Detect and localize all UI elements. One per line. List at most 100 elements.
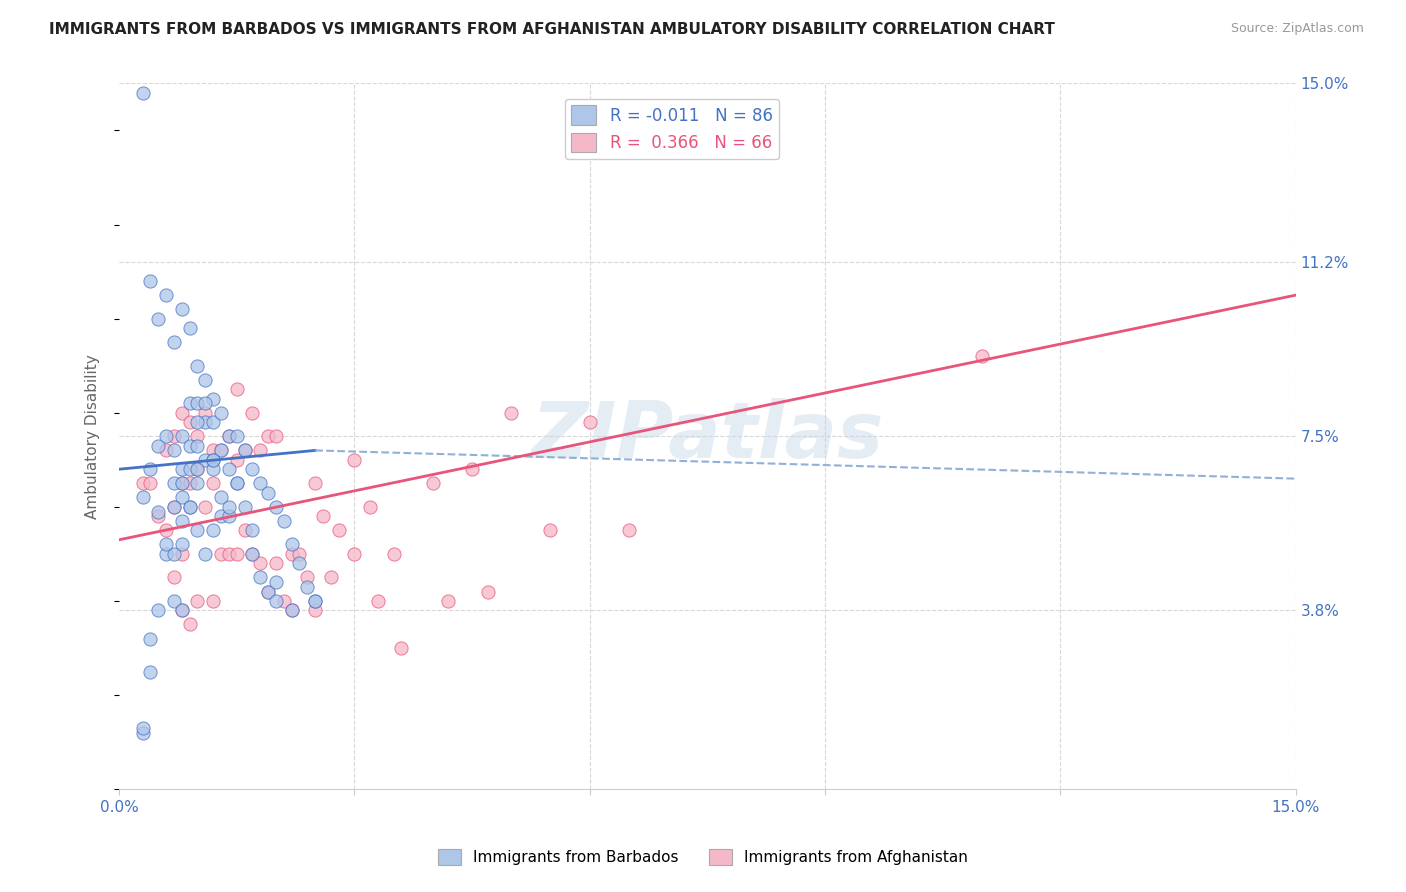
Point: [163, 570, 186, 584]
Text: IMMIGRANTS FROM BARBADOS VS IMMIGRANTS FROM AFGHANISTAN AMBULATORY DISABILITY CO: IMMIGRANTS FROM BARBADOS VS IMMIGRANTS F…: [49, 22, 1054, 37]
Point: [131, 491, 153, 505]
Point: [280, 537, 302, 551]
Point: [264, 594, 287, 608]
Point: [155, 429, 177, 443]
Point: [257, 485, 280, 500]
Point: [209, 547, 232, 561]
Point: [209, 406, 232, 420]
Point: [186, 439, 208, 453]
Point: [202, 452, 225, 467]
Point: [194, 452, 217, 467]
Point: [163, 547, 186, 561]
Point: [225, 429, 247, 443]
Point: [218, 547, 240, 561]
Point: [194, 406, 217, 420]
Point: [179, 439, 201, 453]
Point: [304, 594, 326, 608]
Point: [233, 443, 256, 458]
Point: [538, 524, 561, 538]
Point: [139, 632, 162, 646]
Point: [179, 617, 201, 632]
Point: [280, 603, 302, 617]
Point: [139, 274, 162, 288]
Point: [170, 302, 193, 317]
Point: [225, 547, 247, 561]
Point: [242, 406, 264, 420]
Point: [148, 509, 170, 524]
Point: [170, 476, 193, 491]
Point: [328, 524, 350, 538]
Point: [225, 382, 247, 396]
Point: [170, 537, 193, 551]
Point: [170, 429, 193, 443]
Point: [218, 429, 240, 443]
Point: [242, 547, 264, 561]
Point: [391, 640, 413, 655]
Point: [170, 603, 193, 617]
Point: [179, 462, 201, 476]
Point: [179, 396, 201, 410]
Point: [233, 524, 256, 538]
Point: [170, 491, 193, 505]
Point: [257, 584, 280, 599]
Point: [179, 500, 201, 514]
Point: [297, 570, 319, 584]
Point: [242, 524, 264, 538]
Point: [233, 443, 256, 458]
Point: [359, 500, 381, 514]
Point: [155, 547, 177, 561]
Point: [202, 462, 225, 476]
Point: [501, 406, 523, 420]
Point: [233, 500, 256, 514]
Legend: Immigrants from Barbados, Immigrants from Afghanistan: Immigrants from Barbados, Immigrants fro…: [432, 843, 974, 871]
Point: [970, 349, 993, 363]
Point: [297, 580, 319, 594]
Point: [131, 725, 153, 739]
Point: [194, 373, 217, 387]
Point: [163, 500, 186, 514]
Point: [186, 396, 208, 410]
Point: [139, 476, 162, 491]
Point: [225, 452, 247, 467]
Point: [186, 594, 208, 608]
Point: [304, 594, 326, 608]
Point: [131, 476, 153, 491]
Point: [202, 476, 225, 491]
Point: [218, 462, 240, 476]
Point: [617, 524, 640, 538]
Point: [148, 505, 170, 519]
Point: [264, 557, 287, 571]
Point: [163, 476, 186, 491]
Point: [186, 462, 208, 476]
Point: [155, 537, 177, 551]
Point: [319, 570, 342, 584]
Point: [257, 429, 280, 443]
Point: [242, 547, 264, 561]
Point: [131, 721, 153, 735]
Point: [209, 509, 232, 524]
Point: [163, 335, 186, 350]
Point: [422, 476, 444, 491]
Point: [139, 665, 162, 679]
Point: [155, 288, 177, 302]
Point: [179, 415, 201, 429]
Point: [179, 476, 201, 491]
Point: [225, 476, 247, 491]
Point: [202, 392, 225, 406]
Point: [179, 500, 201, 514]
Point: [288, 557, 311, 571]
Point: [382, 547, 405, 561]
Point: [148, 439, 170, 453]
Point: [343, 547, 366, 561]
Point: [264, 575, 287, 590]
Point: [218, 509, 240, 524]
Point: [170, 406, 193, 420]
Point: [209, 443, 232, 458]
Point: [264, 429, 287, 443]
Point: [163, 443, 186, 458]
Point: [170, 603, 193, 617]
Point: [186, 415, 208, 429]
Point: [273, 594, 295, 608]
Point: [249, 443, 271, 458]
Point: [202, 443, 225, 458]
